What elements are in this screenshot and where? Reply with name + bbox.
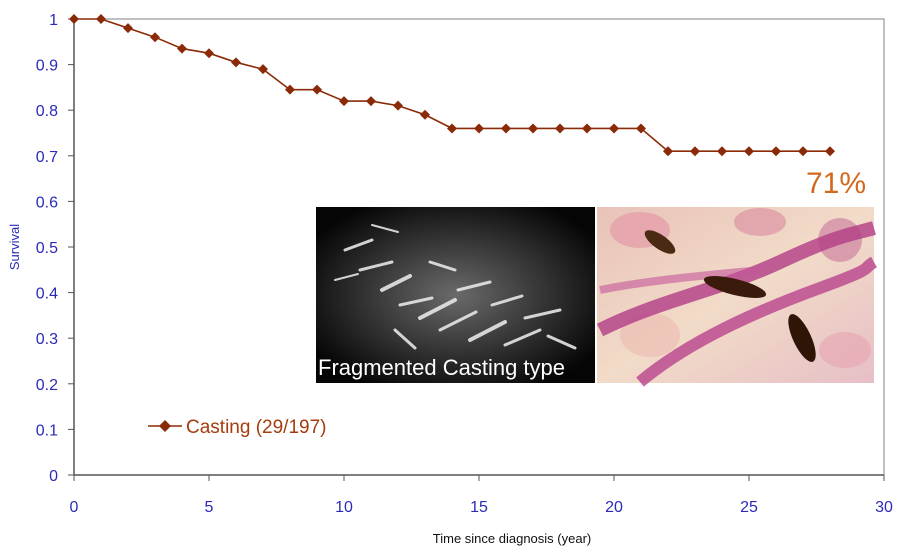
y-axis-ticks: 0 0.1 0.2 0.3 0.4 0.5 0.6 0.7 0.8 0.9 1 bbox=[36, 12, 74, 485]
data-point bbox=[312, 84, 322, 95]
survival-annotation: 71% bbox=[806, 167, 866, 200]
data-point bbox=[555, 123, 565, 134]
data-point bbox=[177, 43, 187, 54]
data-point bbox=[663, 146, 673, 157]
data-point bbox=[528, 123, 538, 134]
data-point bbox=[447, 123, 457, 134]
x-tick-label: 20 bbox=[605, 499, 623, 516]
y-tick-label: 0.6 bbox=[36, 194, 58, 211]
x-tick-label: 0 bbox=[70, 499, 79, 516]
x-tick-label: 30 bbox=[875, 499, 893, 516]
y-tick-label: 1 bbox=[49, 12, 58, 29]
x-axis-title: Time since diagnosis (year) bbox=[433, 531, 591, 546]
data-point bbox=[285, 84, 295, 95]
data-point bbox=[150, 32, 160, 43]
data-point bbox=[501, 123, 511, 134]
y-axis-title: Survival bbox=[7, 224, 22, 270]
y-tick-label: 0 bbox=[49, 468, 58, 485]
x-tick-label: 15 bbox=[470, 499, 488, 516]
inset-caption: Fragmented Casting type bbox=[318, 355, 565, 380]
x-tick-label: 10 bbox=[335, 499, 353, 516]
data-point bbox=[636, 123, 646, 134]
data-point bbox=[798, 146, 808, 157]
x-tick-label: 5 bbox=[205, 499, 214, 516]
data-point bbox=[420, 109, 430, 120]
data-point bbox=[231, 57, 241, 68]
y-tick-label: 0.4 bbox=[36, 286, 58, 303]
legend: Casting (29/197) bbox=[148, 417, 326, 438]
data-point bbox=[339, 96, 349, 107]
x-tick-label: 25 bbox=[740, 499, 758, 516]
legend-label: Casting (29/197) bbox=[186, 417, 326, 438]
y-tick-label: 0.1 bbox=[36, 422, 58, 439]
data-point bbox=[204, 48, 214, 59]
y-tick-label: 0.7 bbox=[36, 149, 58, 166]
data-point bbox=[393, 100, 403, 111]
x-axis-ticks: 0 5 10 15 20 25 30 bbox=[70, 475, 893, 516]
inset-photo-histology bbox=[596, 207, 878, 387]
data-point bbox=[123, 23, 133, 34]
data-point bbox=[744, 146, 754, 157]
y-tick-label: 0.9 bbox=[36, 58, 58, 75]
data-point bbox=[366, 96, 376, 107]
inset-photo-grayscale: Fragmented Casting type bbox=[316, 207, 595, 383]
data-point bbox=[474, 123, 484, 134]
y-tick-label: 0.5 bbox=[36, 240, 58, 257]
y-tick-label: 0.2 bbox=[36, 377, 58, 394]
y-tick-label: 0.8 bbox=[36, 103, 58, 120]
data-point bbox=[96, 14, 106, 24]
y-tick-label: 0.3 bbox=[36, 331, 58, 348]
series-casting bbox=[69, 14, 835, 157]
data-point bbox=[771, 146, 781, 157]
data-point bbox=[69, 14, 79, 24]
data-point bbox=[582, 123, 592, 134]
data-point bbox=[690, 146, 700, 157]
data-point bbox=[258, 64, 268, 75]
legend-marker bbox=[159, 420, 171, 432]
data-point bbox=[717, 146, 727, 157]
data-point bbox=[825, 146, 835, 157]
data-point bbox=[609, 123, 619, 134]
